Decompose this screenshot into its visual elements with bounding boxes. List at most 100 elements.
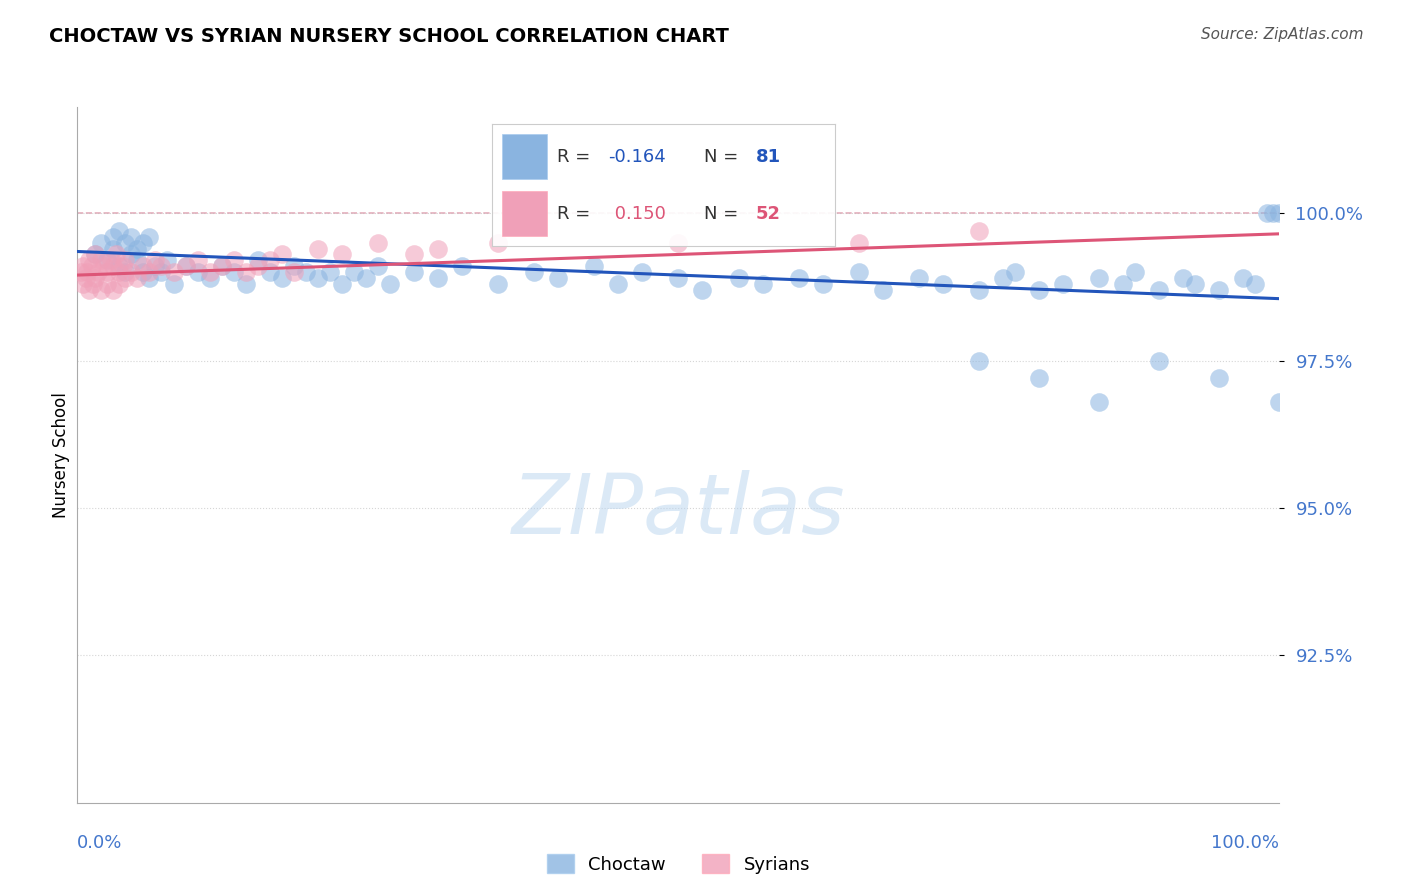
Point <box>186 253 209 268</box>
Point <box>1208 371 1230 385</box>
Point <box>114 271 136 285</box>
Point <box>114 235 136 250</box>
Point <box>84 247 107 261</box>
Point <box>547 271 569 285</box>
Text: Source: ZipAtlas.com: Source: ZipAtlas.com <box>1201 27 1364 42</box>
Point <box>259 265 281 279</box>
Point <box>235 265 257 279</box>
Point <box>174 259 197 273</box>
Y-axis label: Nursery School: Nursery School <box>52 392 70 518</box>
Point <box>82 277 104 291</box>
Point <box>108 265 131 279</box>
Point <box>198 271 221 285</box>
Point <box>246 259 269 273</box>
Point <box>1268 206 1291 220</box>
Point <box>222 253 245 268</box>
Point <box>103 242 125 256</box>
Point <box>1088 271 1111 285</box>
Point <box>1232 271 1254 285</box>
Point <box>486 235 509 250</box>
Point <box>120 229 142 244</box>
Point <box>72 277 94 291</box>
Point <box>79 283 101 297</box>
Point <box>87 265 110 279</box>
Point <box>114 253 136 268</box>
Point <box>222 265 245 279</box>
Point <box>1256 206 1278 220</box>
Point <box>96 277 118 291</box>
Point <box>967 283 990 297</box>
Point <box>1149 283 1171 297</box>
Point <box>211 259 233 273</box>
Point <box>246 253 269 268</box>
Point <box>138 265 160 279</box>
Point <box>79 253 101 268</box>
Point <box>100 253 122 268</box>
Point <box>294 265 316 279</box>
Point <box>96 253 118 268</box>
Point <box>75 271 97 285</box>
Point <box>156 253 179 268</box>
Point <box>76 265 98 279</box>
Point <box>991 271 1014 285</box>
Point <box>120 265 142 279</box>
Point <box>631 265 654 279</box>
Point <box>1028 283 1050 297</box>
Point <box>872 283 894 297</box>
Point <box>668 235 690 250</box>
Point <box>1149 353 1171 368</box>
Point <box>145 259 167 273</box>
Point <box>235 277 257 291</box>
Point <box>1263 206 1285 220</box>
Point <box>402 265 425 279</box>
Point <box>787 271 810 285</box>
Point <box>111 259 134 273</box>
Text: 0.0%: 0.0% <box>77 834 122 852</box>
Point <box>103 283 125 297</box>
Point <box>114 265 136 279</box>
Point <box>127 271 149 285</box>
Point <box>908 271 931 285</box>
Point <box>307 271 329 285</box>
Point <box>80 259 103 273</box>
Point <box>319 265 342 279</box>
Point <box>72 259 94 273</box>
Point <box>1052 277 1074 291</box>
Point <box>523 265 546 279</box>
Point <box>367 259 389 273</box>
Point <box>90 283 112 297</box>
Text: CHOCTAW VS SYRIAN NURSERY SCHOOL CORRELATION CHART: CHOCTAW VS SYRIAN NURSERY SCHOOL CORRELA… <box>49 27 730 45</box>
Point <box>486 277 509 291</box>
Point <box>1004 265 1026 279</box>
Point <box>1173 271 1195 285</box>
Point <box>967 224 990 238</box>
Point <box>354 271 377 285</box>
Point <box>932 277 955 291</box>
Point <box>402 247 425 261</box>
Point <box>427 271 450 285</box>
Point <box>330 277 353 291</box>
Point <box>211 259 233 273</box>
Point <box>103 229 125 244</box>
Point <box>330 247 353 261</box>
Point <box>132 265 155 279</box>
Point <box>367 235 389 250</box>
Point <box>84 271 107 285</box>
Point <box>378 277 401 291</box>
Point <box>103 259 125 273</box>
Point <box>727 271 749 285</box>
Point <box>751 277 773 291</box>
Point <box>150 259 173 273</box>
Point <box>162 265 184 279</box>
Point <box>1208 283 1230 297</box>
Point <box>1112 277 1135 291</box>
Point <box>427 242 450 256</box>
Point <box>1268 395 1291 409</box>
Text: ZIPatlas: ZIPatlas <box>512 470 845 551</box>
Point <box>174 259 197 273</box>
Point <box>967 353 990 368</box>
Point <box>150 265 173 279</box>
Point <box>343 265 366 279</box>
Point <box>127 253 149 268</box>
Point <box>90 253 112 268</box>
